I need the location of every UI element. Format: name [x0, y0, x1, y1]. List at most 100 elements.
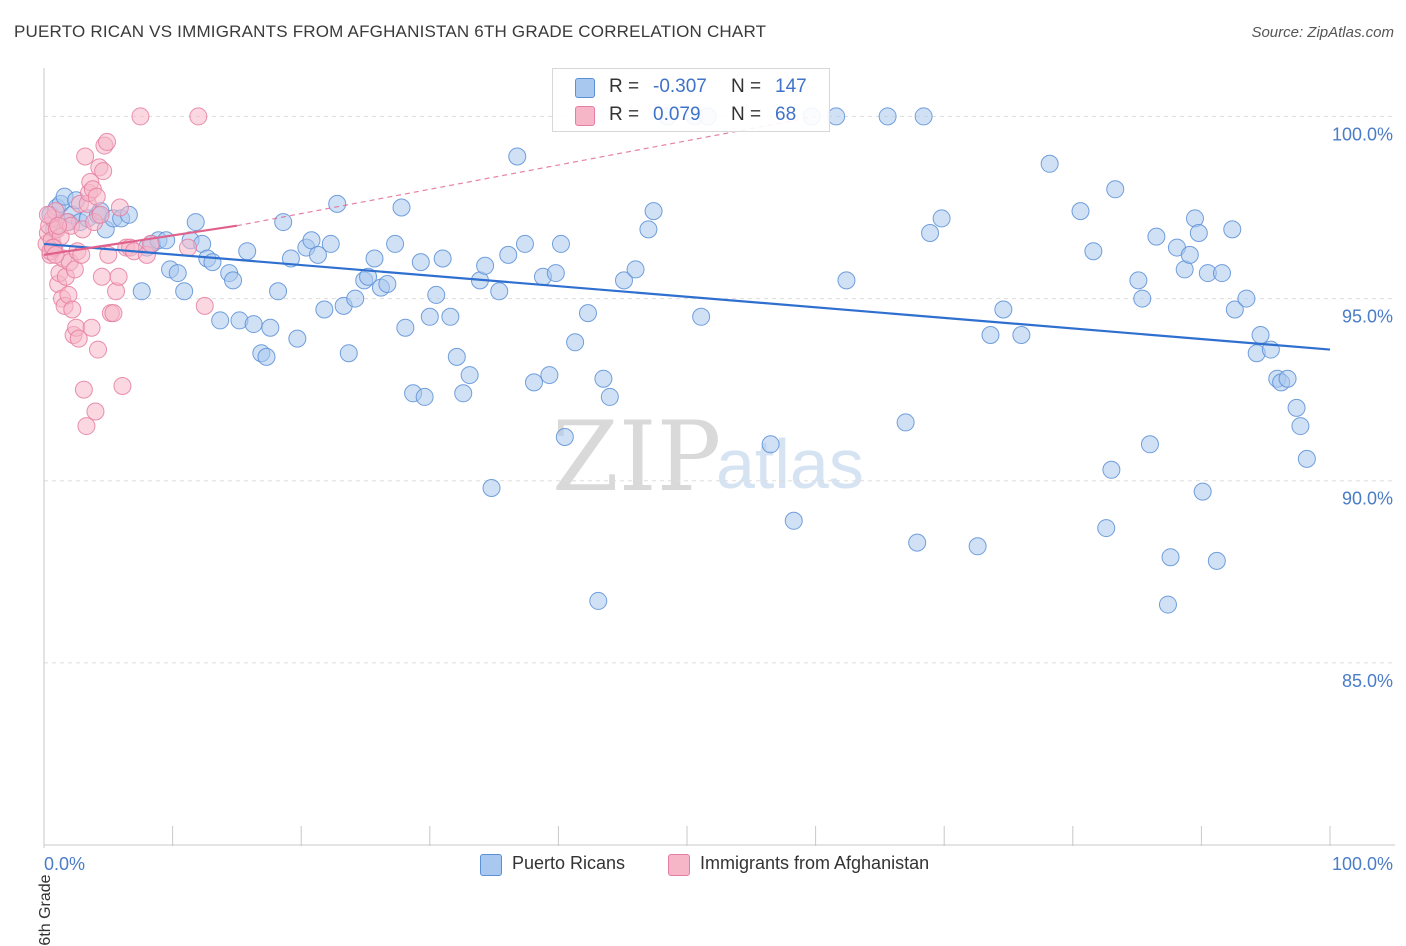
watermark: ZIP atlas: [552, 401, 864, 513]
data-point: [1225, 300, 1244, 319]
data-point: [994, 300, 1013, 319]
data-point: [189, 107, 208, 126]
data-point: [1297, 449, 1316, 468]
data-point: [269, 282, 288, 301]
data-point: [94, 162, 113, 181]
n-value: 68: [775, 104, 797, 125]
data-point: [288, 329, 307, 348]
data-point: [157, 231, 176, 250]
watermark-atlas: atlas: [716, 425, 864, 503]
data-point: [257, 347, 276, 366]
data-point: [365, 249, 384, 268]
data-point: [113, 377, 132, 395]
data-point: [308, 245, 327, 264]
data-point: [540, 366, 559, 385]
data-point: [82, 318, 101, 337]
data-point: [420, 307, 439, 326]
data-point: [77, 417, 96, 436]
source-label: Source: ZipAtlas.com: [1251, 24, 1394, 41]
data-point: [179, 238, 198, 257]
data-point: [274, 213, 293, 232]
data-point: [1102, 460, 1121, 479]
data-point: [1106, 180, 1125, 199]
n-label: N =: [731, 76, 762, 97]
data-point: [1097, 519, 1116, 538]
n-label: N =: [731, 104, 762, 125]
legend-swatch-pink: [575, 106, 595, 126]
data-point: [244, 315, 263, 334]
data-point: [589, 591, 608, 610]
y-tick-label: 85.0%: [1342, 671, 1393, 691]
data-point: [761, 435, 780, 454]
data-point: [524, 373, 543, 392]
data-point: [878, 107, 897, 126]
data-point: [175, 282, 194, 301]
watermark-zip: ZIP: [552, 401, 721, 513]
data-point: [555, 428, 574, 446]
legend-swatch-blue: [575, 78, 595, 98]
data-point: [614, 271, 633, 290]
data-point: [1147, 227, 1166, 246]
data-point: [98, 132, 117, 151]
y-tick-label: 90.0%: [1342, 489, 1393, 509]
data-point: [109, 267, 128, 286]
data-point: [644, 202, 663, 221]
legend-swatch-blue: [480, 854, 502, 876]
data-point: [1071, 202, 1090, 221]
data-point: [441, 307, 460, 326]
tick-labels: 100.0% 95.0% 90.0% 85.0% 0.0% 100.0%: [44, 124, 1393, 874]
data-point: [1287, 398, 1306, 417]
axes: [43, 68, 1395, 848]
data-point: [110, 198, 129, 217]
x-tick-label: 100.0%: [1332, 854, 1393, 874]
data-point: [211, 311, 230, 330]
stats-row-afghanistan: R = 0.079 N = 68: [553, 100, 829, 130]
data-point: [1223, 220, 1242, 239]
data-point: [1158, 595, 1177, 614]
data-point: [315, 300, 334, 319]
stats-legend: R = -0.307 N = 147 R = 0.079 N = 68: [552, 68, 830, 132]
data-point: [168, 264, 187, 283]
data-point: [1251, 326, 1270, 344]
data-point: [1161, 548, 1180, 567]
data-point: [281, 249, 300, 268]
data-point: [837, 271, 856, 290]
data-point: [1212, 264, 1231, 283]
data-point: [69, 329, 88, 348]
data-point: [499, 245, 518, 264]
grid-lines: [44, 115, 1395, 664]
data-point: [1140, 435, 1159, 454]
data-point: [914, 107, 933, 126]
data-point: [639, 220, 658, 239]
n-value: 147: [775, 76, 807, 97]
data-point: [346, 289, 365, 308]
data-point: [224, 271, 243, 290]
r-value: -0.307: [653, 76, 707, 97]
data-point: [415, 387, 434, 406]
data-point: [1012, 326, 1031, 344]
data-point: [131, 107, 150, 126]
data-point: [195, 296, 214, 315]
data-point: [87, 187, 106, 206]
data-point: [1084, 242, 1103, 261]
r-value: 0.079: [653, 104, 701, 125]
trend-line: [43, 242, 1331, 351]
data-point: [92, 267, 111, 286]
r-label: R =: [609, 76, 640, 97]
legend-label: Immigrants from Afghanistan: [700, 853, 930, 873]
chart-title: PUERTO RICAN VS IMMIGRANTS FROM AFGHANIS…: [14, 22, 767, 41]
data-point: [932, 209, 951, 228]
data-point: [594, 369, 613, 388]
data-point: [508, 147, 527, 166]
data-point: [784, 511, 803, 530]
data-point: [827, 107, 846, 126]
data-point: [1189, 224, 1208, 242]
data-point: [76, 147, 95, 166]
data-point: [692, 307, 711, 326]
data-point: [411, 253, 430, 272]
data-point: [328, 194, 347, 213]
y-tick-label: 100.0%: [1332, 124, 1393, 144]
data-point: [1180, 245, 1199, 264]
data-point: [1193, 482, 1212, 501]
data-point: [546, 264, 565, 283]
